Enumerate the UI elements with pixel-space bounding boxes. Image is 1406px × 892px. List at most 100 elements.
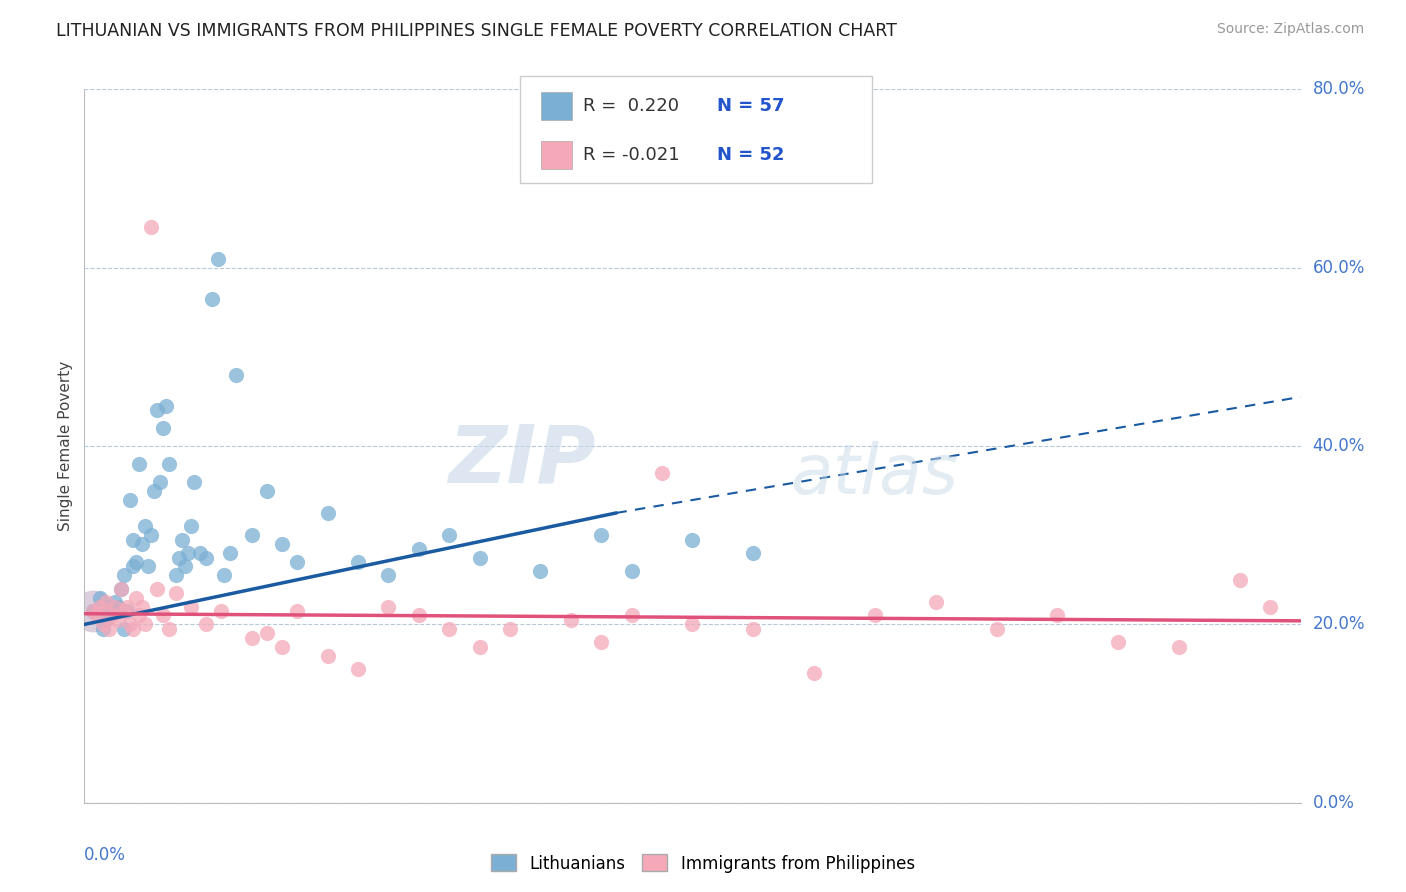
Point [146,403,169,417]
Point [256,626,278,640]
Point [122,622,145,636]
Point [152,608,174,623]
Text: 0.0%: 0.0% [84,846,127,863]
Point [347,555,370,569]
Point [225,368,247,382]
Point [316,506,339,520]
Text: atlas: atlas [790,441,957,508]
Point [347,662,370,676]
Point [97,599,120,614]
Point [408,608,430,623]
Point [152,421,174,435]
Point [408,541,430,556]
Point [207,252,229,266]
Point [986,622,1008,636]
Point [240,528,263,542]
Point [125,555,148,569]
Text: 0.0%: 0.0% [1313,794,1354,812]
Point [131,599,153,614]
Point [165,568,187,582]
Point [651,466,673,480]
Text: LITHUANIAN VS IMMIGRANTS FROM PHILIPPINES SINGLE FEMALE POVERTY CORRELATION CHAR: LITHUANIAN VS IMMIGRANTS FROM PHILIPPINE… [56,22,897,40]
Point [89,591,111,605]
Point [377,599,399,614]
Text: Source: ZipAtlas.com: Source: ZipAtlas.com [1216,22,1364,37]
Text: 60.0%: 60.0% [1313,259,1365,277]
Point [285,604,308,618]
Point [219,546,242,560]
Point [82,604,104,618]
Point [107,599,129,614]
Point [271,640,294,654]
Point [104,599,127,614]
Text: N = 57: N = 57 [717,97,785,115]
Point [110,582,132,596]
Point [468,640,491,654]
Point [94,613,117,627]
Point [316,648,339,663]
Point [141,220,163,235]
Point [1167,640,1189,654]
Point [125,591,148,605]
Point [499,622,522,636]
Point [591,528,613,542]
Point [183,475,205,489]
Y-axis label: Single Female Poverty: Single Female Poverty [58,361,73,531]
Point [1229,573,1251,587]
Text: 20.0%: 20.0% [1313,615,1365,633]
Point [141,528,163,542]
Point [118,492,141,507]
Point [620,564,643,578]
Point [170,533,193,547]
Point [112,604,135,618]
Point [131,537,153,551]
Text: ZIP: ZIP [447,421,595,500]
Point [149,475,172,489]
Point [285,555,308,569]
Point [742,546,765,560]
Point [143,483,166,498]
Point [167,550,190,565]
Point [591,635,613,649]
Text: 40.0%: 40.0% [1313,437,1365,455]
Text: R =  0.220: R = 0.220 [583,97,679,115]
Point [240,631,263,645]
Point [100,608,122,623]
Point [377,568,399,582]
Point [468,550,491,565]
Point [188,546,211,560]
Point [110,582,132,596]
Point [271,537,294,551]
Point [529,564,551,578]
Point [165,586,187,600]
Point [1046,608,1069,623]
Point [146,582,169,596]
Point [82,604,104,618]
Point [89,599,111,614]
Point [177,546,200,560]
Point [194,617,218,632]
Point [159,457,181,471]
Point [91,617,114,632]
Point [1258,599,1281,614]
Point [863,608,886,623]
Point [86,608,108,623]
Point [128,608,150,623]
Point [115,599,138,614]
Point [82,604,104,618]
Point [112,622,135,636]
Point [100,604,122,618]
Point [118,617,141,632]
Point [159,622,181,636]
Point [209,604,232,618]
Point [173,559,195,574]
Point [128,457,150,471]
Point [104,595,127,609]
Point [439,622,461,636]
Text: 80.0%: 80.0% [1313,80,1365,98]
Point [134,617,156,632]
Point [925,595,948,609]
Point [201,292,224,306]
Point [112,568,135,582]
Point [94,595,117,609]
